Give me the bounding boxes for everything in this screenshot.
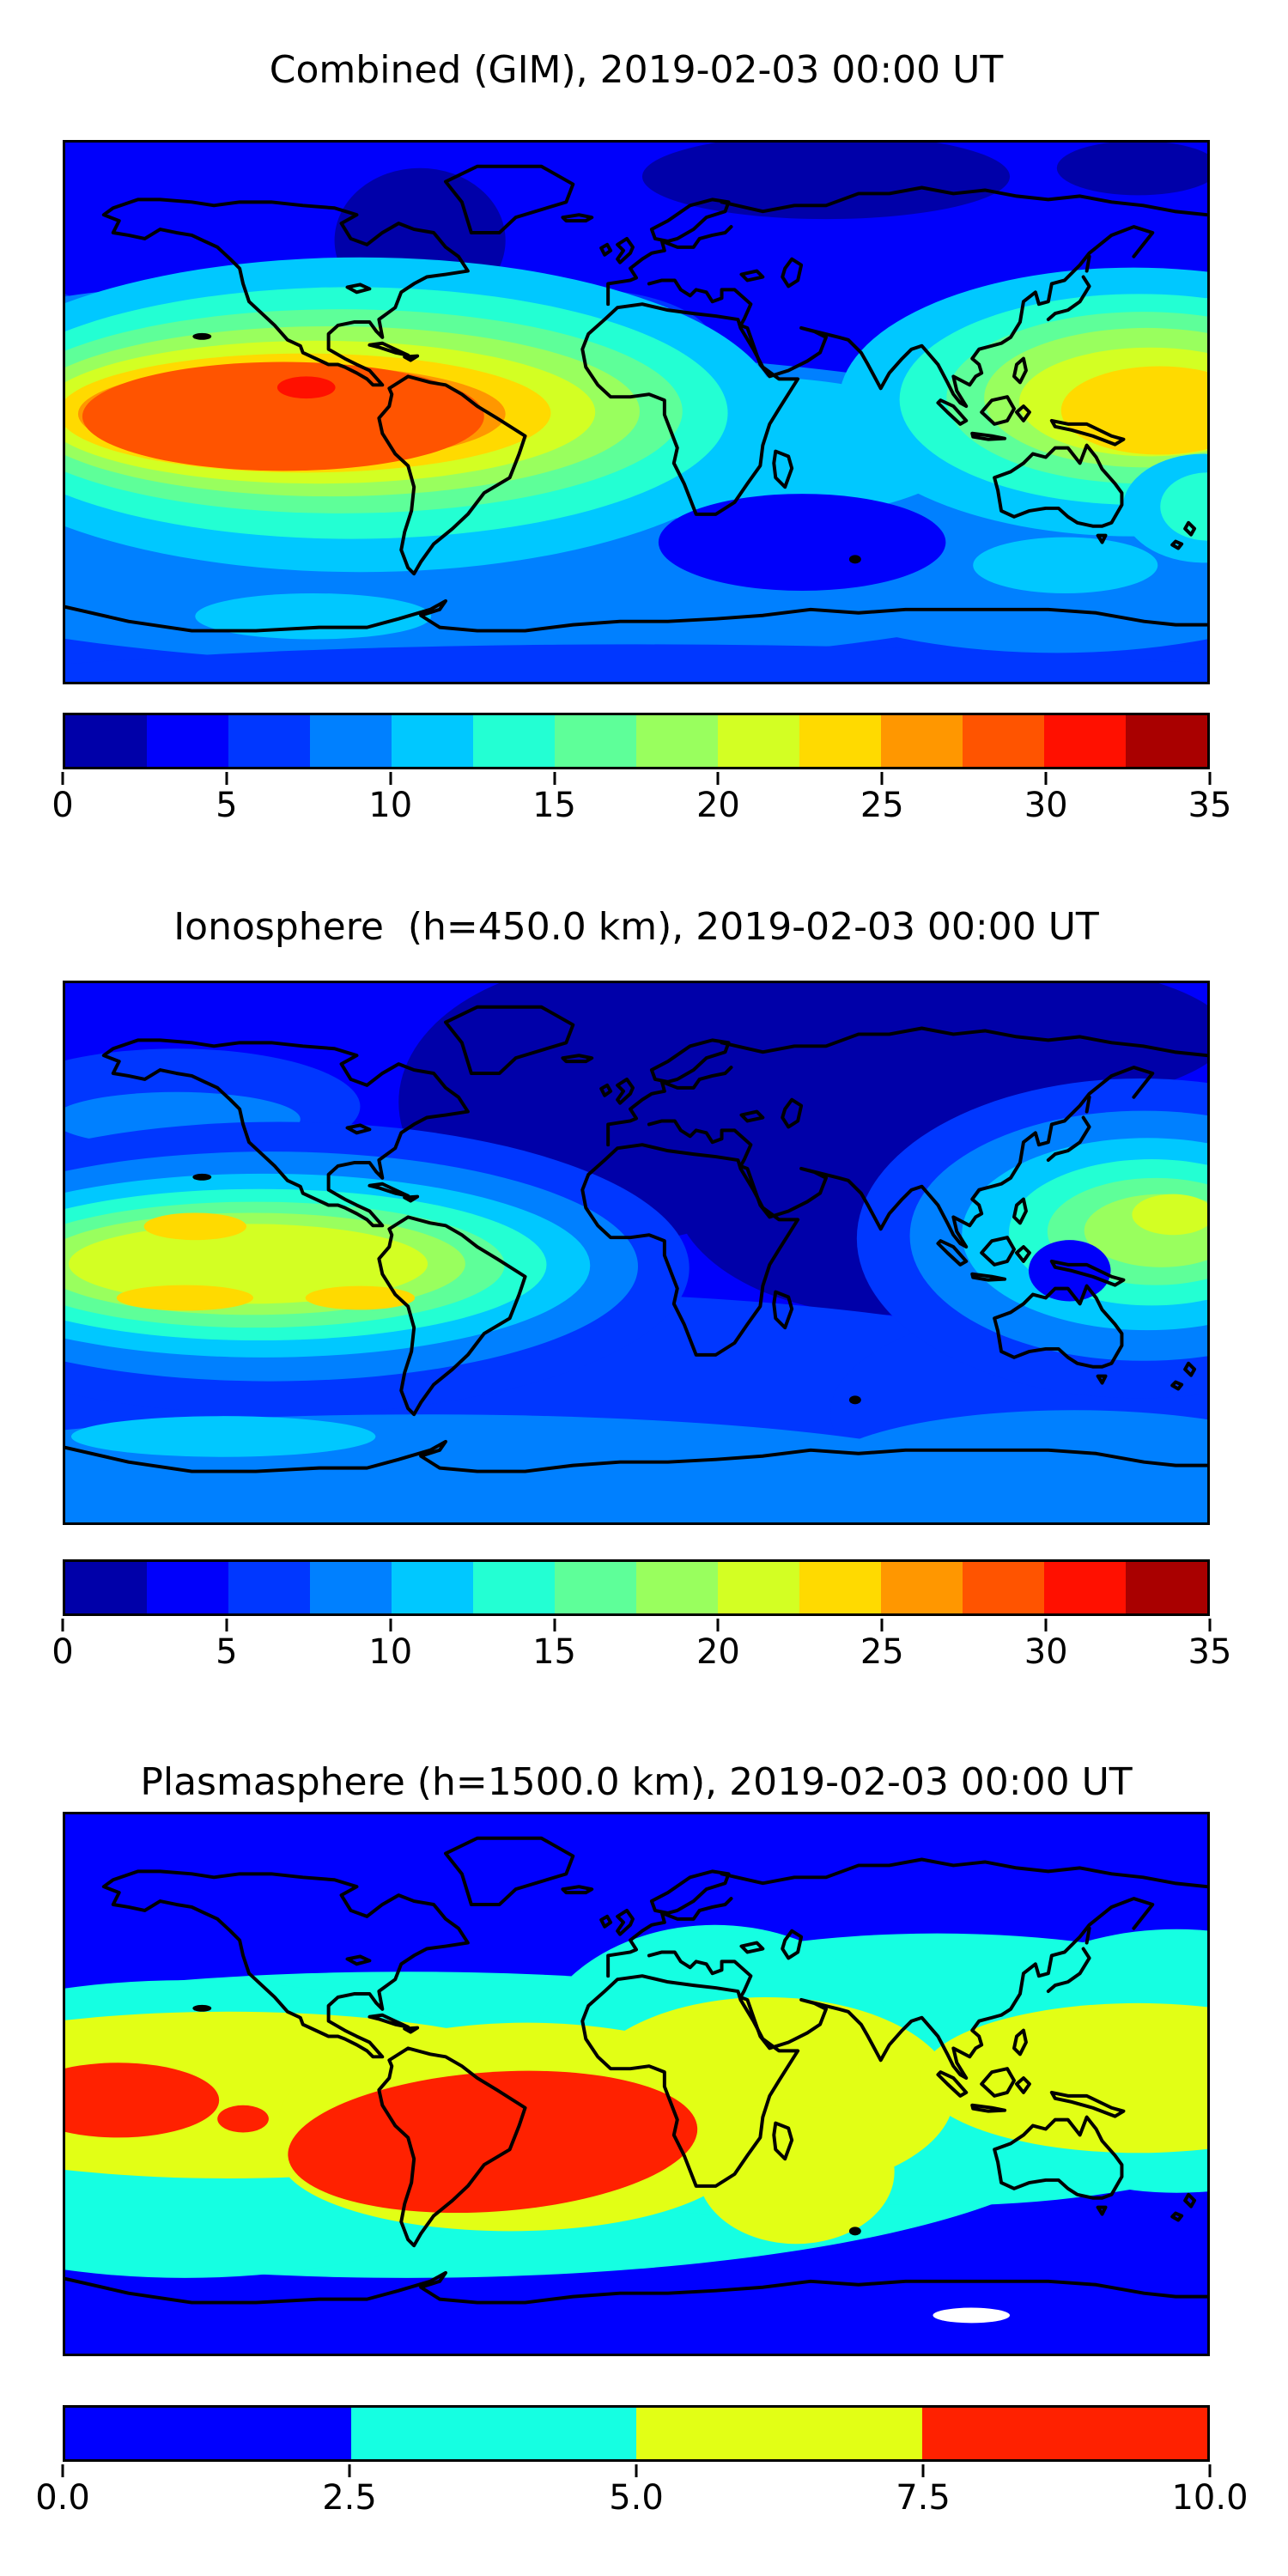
colorbar-segment (350, 2408, 636, 2459)
colorbar-segment (881, 715, 963, 767)
colorbar-tick-label: 20 (696, 1632, 740, 1672)
colorbar-tick-label: 35 (1188, 786, 1232, 825)
colorbar-tickmark (880, 772, 884, 785)
colorbar-segment (65, 2408, 351, 2459)
colorbar-tick-label: 0 (52, 786, 74, 825)
colorbar-tick-label: 10 (368, 786, 413, 825)
colorbar-segment (65, 715, 147, 767)
colorbar-segment (228, 715, 310, 767)
colorbar-tickmark (61, 1619, 64, 1631)
colorbar-tick-label: 0 (52, 1632, 74, 1672)
colorbar-tickmark (921, 2464, 925, 2477)
colorbar-tickmark (1208, 772, 1212, 785)
world-map-ionosphere (65, 983, 1207, 1522)
colorbar-segment (718, 715, 799, 767)
colorbar-tick-label: 10.0 (1171, 2478, 1249, 2518)
colorbar-tickmark (225, 1619, 228, 1631)
colorbar-tick-label: 5 (216, 786, 238, 825)
colorbar-segment (636, 1562, 718, 1613)
colorbar-tick-label: 20 (696, 786, 740, 825)
colorbar-segment (636, 715, 718, 767)
colorbar-tick-label: 15 (532, 1632, 577, 1672)
colorbar-tick-label: 35 (1188, 1632, 1232, 1672)
colorbar-segment (1044, 1562, 1126, 1613)
colorbar-segment (1126, 715, 1207, 767)
colorbar-tick-label: 25 (860, 786, 904, 825)
world-map-combined (65, 143, 1207, 682)
world-map-plasmasphere (65, 1814, 1207, 2354)
colorbar-plasmasphere (63, 2405, 1210, 2462)
colorbar-tick-label: 25 (860, 1632, 904, 1672)
colorbar-ticks-combined: 0 5 10 15 20 25 30 35 (52, 772, 1231, 839)
colorbar-tickmark (553, 1619, 556, 1631)
colorbar-ionosphere (63, 1559, 1210, 1616)
colorbar-tickmark (348, 2464, 351, 2477)
colorbar-segment (881, 1562, 963, 1613)
colorbar-tick-label: 0.0 (35, 2478, 90, 2518)
colorbar-segment (310, 715, 392, 767)
colorbar-tickmark (1044, 772, 1048, 785)
map-title-plasmasphere: Plasmasphere (h=1500.0 km), 2019-02-03 0… (140, 1760, 1133, 1804)
colorbar-segment (718, 1562, 799, 1613)
colorbar-segment (799, 1562, 881, 1613)
colorbar-segment (963, 1562, 1044, 1613)
colorbar-segment (392, 1562, 473, 1613)
colorbar-segment (963, 715, 1044, 767)
colorbar-tickmark (1208, 2464, 1212, 2477)
colorbar-tick-label: 5 (216, 1632, 238, 1672)
colorbar-tickmark (716, 772, 720, 785)
map-plasmasphere (63, 1812, 1210, 2356)
colorbar-segment (65, 1562, 147, 1613)
colorbar-segment (555, 1562, 636, 1613)
colorbar-tickmark (1044, 1619, 1048, 1631)
colorbar-tick-label: 30 (1024, 786, 1068, 825)
colorbar-tickmark (1208, 1619, 1212, 1631)
colorbar-tickmark (61, 772, 64, 785)
colorbar-segment (636, 2408, 922, 2459)
colorbar-tickmark (61, 2464, 64, 2477)
colorbar-tickmark (389, 772, 392, 785)
colorbar-tickmark (635, 2464, 638, 2477)
colorbar-combined (63, 713, 1210, 769)
colorbar-tickmark (553, 772, 556, 785)
colorbar-segment (1126, 1562, 1207, 1613)
colorbar-tick-label: 30 (1024, 1632, 1068, 1672)
colorbar-segment (147, 715, 228, 767)
colorbar-segment (473, 1562, 555, 1613)
colorbar-segment (310, 1562, 392, 1613)
colorbar-tick-label: 7.5 (896, 2478, 951, 2518)
colorbar-segment (799, 715, 881, 767)
colorbar-segment (147, 1562, 228, 1613)
colorbar-segment (555, 715, 636, 767)
colorbar-tick-label: 10 (368, 1632, 413, 1672)
colorbar-tickmark (225, 772, 228, 785)
colorbar-tickmark (880, 1619, 884, 1631)
colorbar-segment (921, 2408, 1207, 2459)
colorbar-tick-label: 5.0 (609, 2478, 664, 2518)
colorbar-segment (228, 1562, 310, 1613)
colorbar-tickmark (716, 1619, 720, 1631)
colorbar-tick-label: 15 (532, 786, 577, 825)
colorbar-segment (392, 715, 473, 767)
colorbar-segment (473, 715, 555, 767)
colorbar-ticks-plasmasphere: 0.0 2.5 5.0 7.5 10.0 (35, 2464, 1249, 2531)
colorbar-tickmark (389, 1619, 392, 1631)
colorbar-segment (1044, 715, 1126, 767)
colorbar-ticks-ionosphere: 0 5 10 15 20 25 30 35 (52, 1619, 1231, 1686)
map-title-ionosphere: Ionosphere (h=450.0 km), 2019-02-03 00:0… (173, 905, 1099, 949)
colorbar-tick-label: 2.5 (322, 2478, 377, 2518)
map-combined (63, 140, 1210, 684)
map-ionosphere (63, 981, 1210, 1525)
map-title-combined: Combined (GIM), 2019-02-03 00:00 UT (269, 48, 1004, 92)
